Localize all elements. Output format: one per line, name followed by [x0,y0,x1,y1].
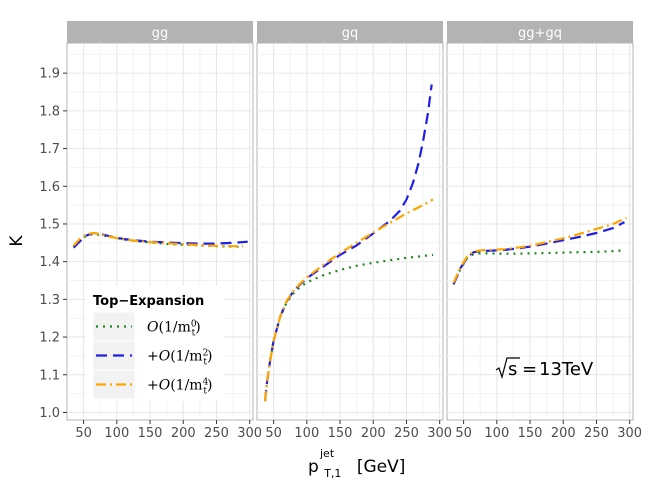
ticks-layer: 50 100 150 200 250 300 50 100 150 200 250 300 50 100 1… [39,67,642,441]
annotation-value: 13TeV [539,359,594,380]
legend: Top−Expansion O(1/m0 t)+O(1/m2 t)+O(1/m4 t) [86,286,224,401]
grid [447,43,633,420]
strip-label: gg+gq [518,26,562,41]
legend-label-close: ) [207,349,212,365]
legend-label-power: 2 [203,349,209,359]
panel-background [446,42,634,421]
x-tick-label: 200 [551,426,576,441]
y-tick-label: 1.1 [39,368,60,383]
x-tick-label: 150 [138,426,163,441]
legend-entry-o-1-m-t-2: +O(1/m2 t) [92,340,212,371]
legend-label: +O(1/m4 t) [147,378,212,397]
series-line-gq-o-1-m-t-4 [263,198,434,402]
x-tick-label: 300 [617,426,642,441]
y-tick-label: 1.3 [39,293,60,308]
x-axis-title-unit: [GeV] [357,457,406,477]
grid [257,43,443,420]
legend-label-power: 0 [191,320,197,330]
y-tick-label: 1.5 [39,217,60,232]
legend-label: +O(1/m2 t) [147,349,212,368]
legend-label-subscript: t [203,387,207,397]
x-tick-label: 100 [294,426,319,441]
series-line-gg-gq-o-1-m-t-2 [452,221,625,285]
panel-gq: gq [256,21,444,421]
x-tick-label: 50 [265,426,282,441]
x-tick-label: 150 [518,426,543,441]
legend-label-text: (1/m [170,349,202,365]
strip-label: gq [342,26,359,41]
energy-annotation: s = 13TeV [495,357,594,380]
strip-gg [67,21,253,43]
legend-label-prefix: + [147,378,159,394]
strip-gq [257,21,443,43]
strip-label: gg [152,26,169,41]
legend-label-close: ) [195,320,200,336]
legend-label-order: O [159,378,171,394]
series-line-gg-gq-o-1-m-t-0 [452,249,625,285]
x-tick-label: 300 [237,426,262,441]
x-tick-label: 200 [361,426,386,441]
x-tick-label: 250 [584,426,609,441]
legend-label-text: (1/m [158,320,190,336]
y-tick-label: 1.0 [39,406,60,421]
strip-gg-gq [447,21,633,43]
legend-label-close: ) [207,378,212,394]
y-tick-label: 1.8 [39,104,60,119]
legend-label-subscript: t [192,329,196,339]
x-tick-label: 250 [394,426,419,441]
legend-label-order: O [147,320,159,336]
legend-label-subscript: t [203,358,207,368]
legend-title: Top−Expansion [93,294,204,309]
x-tick-label: 200 [171,426,196,441]
legend-entry-o-1-m-t-4: +O(1/m4 t) [92,369,212,400]
legend-label: O(1/m0 t) [147,320,201,339]
legend-entry-o-1-m-t-0: O(1/m0 t) [92,311,201,342]
x-tick-label: 100 [104,426,129,441]
x-tick-label: 100 [484,426,509,441]
x-tick-label: 250 [204,426,229,441]
y-tick-label: 1.9 [39,67,60,82]
x-tick-label: 50 [75,426,92,441]
x-tick-label: 150 [328,426,353,441]
series-line-gg-gq-o-1-m-t-4 [452,216,627,284]
x-axis-title-sup: jet [319,447,335,460]
y-tick-label: 1.7 [39,142,60,157]
x-axis-title-sub: T,1 [323,467,341,480]
y-tick-label: 1.6 [39,180,60,195]
annotation-s: s [508,359,517,380]
sqrt-sign [495,357,520,380]
series-line-gg-o-1-m-t-4 [72,231,243,248]
annotation-equals: = [522,359,537,380]
legend-entries: O(1/m0 t)+O(1/m2 t)+O(1/m4 t) [92,311,212,400]
panel-background [256,42,444,421]
x-axis-title-main: p [308,457,319,477]
legend-label-text: (1/m [170,378,202,394]
x-axis-title: p T,1 [GeV] [308,457,405,482]
x-tick-label: 300 [427,426,452,441]
legend-key [92,311,136,342]
y-tick-label: 1.4 [39,255,60,270]
panel-gg-gq: gg+gq [446,21,634,421]
legend-label-power: 4 [203,378,209,388]
y-axis-title: K [7,235,27,247]
legend-label-order: O [159,349,171,365]
x-tick-label: 50 [455,426,472,441]
y-tick-label: 1.2 [39,331,60,346]
legend-label-prefix: + [147,349,159,365]
